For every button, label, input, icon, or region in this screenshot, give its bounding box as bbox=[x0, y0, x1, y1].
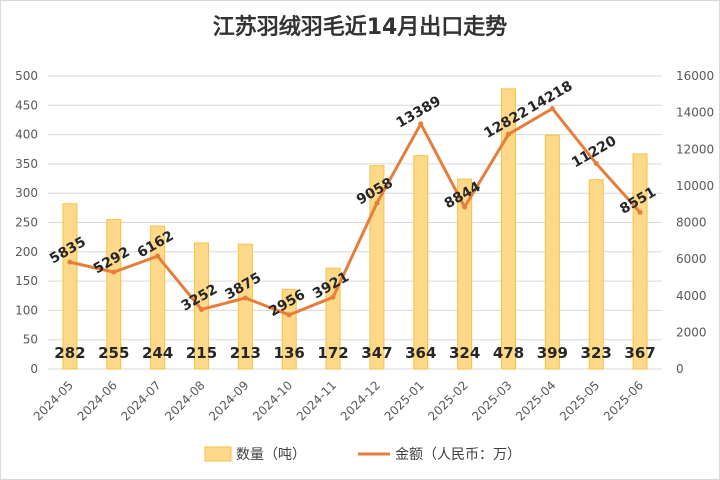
x-tick-label: 2025-01 bbox=[382, 378, 427, 423]
y-left-tick-label: 0 bbox=[30, 362, 38, 376]
line-point bbox=[155, 253, 161, 259]
y-right-tick-label: 10000 bbox=[676, 179, 714, 193]
line-point bbox=[462, 204, 468, 210]
x-tick-label: 2024-08 bbox=[162, 378, 207, 423]
bar-value-label: 478 bbox=[493, 344, 524, 362]
x-tick-label: 2025-04 bbox=[513, 378, 558, 423]
bar bbox=[369, 165, 385, 370]
y-right-tick-label: 6000 bbox=[676, 252, 707, 266]
y-left-tick-label: 100 bbox=[15, 303, 38, 317]
line-point bbox=[374, 200, 380, 206]
y-left-tick-label: 400 bbox=[15, 128, 38, 142]
bar-value-label: 399 bbox=[537, 344, 568, 362]
bar-value-label: 282 bbox=[54, 344, 85, 362]
bar bbox=[413, 155, 429, 370]
y-left-tick-label: 150 bbox=[15, 274, 38, 288]
x-tick-label: 2025-03 bbox=[469, 378, 514, 423]
line-point bbox=[67, 259, 73, 265]
bar bbox=[501, 88, 516, 370]
x-tick-label: 2025-05 bbox=[557, 378, 602, 423]
y-right-tick-label: 12000 bbox=[676, 142, 714, 156]
line-point bbox=[549, 106, 555, 112]
x-tick-label: 2024-12 bbox=[338, 378, 383, 423]
x-tick-label: 2025-02 bbox=[425, 378, 470, 423]
line-point bbox=[637, 209, 643, 215]
line-point bbox=[593, 161, 599, 167]
legend-bar-swatch bbox=[204, 446, 232, 462]
bar-value-label: 323 bbox=[581, 344, 612, 362]
bar-value-label: 367 bbox=[624, 344, 655, 362]
y-left-tick-label: 250 bbox=[15, 216, 38, 230]
bar bbox=[106, 219, 122, 370]
chart-title: 江苏羽绒羽毛近14月出口走势 bbox=[213, 14, 508, 40]
y-right-tick-label: 4000 bbox=[676, 289, 707, 303]
y-left-tick-label: 50 bbox=[23, 333, 38, 347]
bar-value-label: 364 bbox=[405, 344, 436, 362]
x-tick-label: 2024-09 bbox=[206, 378, 251, 423]
line-point bbox=[286, 312, 292, 318]
bar bbox=[457, 178, 473, 370]
bar bbox=[632, 153, 648, 370]
bar-value-label: 244 bbox=[142, 344, 173, 362]
y-left-tick-label: 200 bbox=[15, 245, 38, 259]
x-tick-label: 2024-07 bbox=[118, 378, 163, 423]
x-axis: 2024-052024-062024-072024-082024-092024-… bbox=[31, 378, 646, 423]
bar bbox=[588, 179, 604, 370]
bar-labels: 282 255 244 215 213 136 172 347 364 324 478 399 323 3… bbox=[54, 344, 655, 362]
x-tick-label: 2024-11 bbox=[294, 378, 339, 423]
x-tick-label: 2024-10 bbox=[250, 378, 295, 423]
bar-value-label: 213 bbox=[230, 344, 261, 362]
bar-value-label: 255 bbox=[98, 344, 129, 362]
bar bbox=[325, 267, 341, 370]
y-right-tick-label: 2000 bbox=[676, 325, 707, 339]
legend-line-label: 金额（人民币：万） bbox=[395, 447, 521, 463]
line-point bbox=[418, 121, 424, 127]
line-series bbox=[67, 106, 643, 318]
line-point bbox=[199, 306, 204, 312]
line-point bbox=[506, 131, 511, 137]
y-right-tick-label: 14000 bbox=[676, 106, 714, 120]
bar bbox=[237, 243, 253, 370]
y-right-tick-label: 0 bbox=[676, 362, 684, 376]
y-right-tick-label: 8000 bbox=[676, 216, 707, 230]
bar-value-label: 215 bbox=[186, 344, 217, 362]
amount-line bbox=[68, 107, 642, 317]
x-tick-label: 2024-05 bbox=[31, 378, 76, 423]
y-axis-right: 0 2000 4000 6000 8000 10000 12000 14000 16000 bbox=[676, 69, 714, 376]
x-tick-label: 2024-06 bbox=[75, 378, 120, 423]
legend: 数量（吨） 金额（人民币：万） bbox=[204, 446, 521, 463]
bar bbox=[544, 134, 560, 370]
bars bbox=[62, 88, 648, 370]
line-point bbox=[330, 294, 336, 300]
y-left-tick-label: 450 bbox=[15, 98, 38, 112]
y-left-tick-label: 300 bbox=[15, 186, 38, 200]
line-point bbox=[111, 269, 117, 275]
bar bbox=[62, 203, 78, 370]
bar-value-label: 347 bbox=[361, 344, 392, 362]
grid bbox=[48, 75, 662, 370]
x-tick-label: 2025-06 bbox=[601, 378, 646, 423]
y-right-tick-label: 16000 bbox=[676, 69, 714, 83]
y-left-tick-label: 500 bbox=[15, 69, 38, 83]
y-axis-left: 0 50 100 150 200 250 300 350 400 450 500 bbox=[15, 69, 38, 376]
bar-value-label: 172 bbox=[317, 344, 348, 362]
bar-value-label: 136 bbox=[274, 344, 305, 362]
legend-bar-label: 数量（吨） bbox=[236, 447, 306, 463]
bar bbox=[194, 242, 209, 370]
line-point bbox=[242, 295, 248, 301]
bar-value-label: 324 bbox=[449, 344, 480, 362]
y-left-tick-label: 350 bbox=[15, 157, 38, 171]
bar bbox=[281, 288, 297, 370]
